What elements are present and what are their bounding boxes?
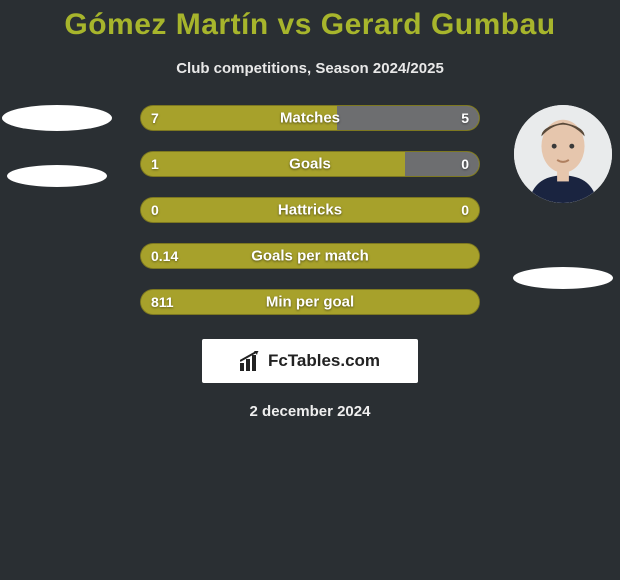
fctables-logo[interactable]: FcTables.com <box>202 339 418 383</box>
stat-value-left: 0.14 <box>151 248 178 264</box>
logo-text: FcTables.com <box>268 351 380 371</box>
stat-bar-left <box>141 244 479 268</box>
subtitle: Club competitions, Season 2024/2025 <box>0 60 620 77</box>
stat-value-left: 0 <box>151 202 159 218</box>
stat-value-right: 0 <box>461 156 469 172</box>
stat-bar-left <box>141 152 405 176</box>
stat-value-right: 0 <box>461 202 469 218</box>
stat-bar-left <box>141 106 337 130</box>
stat-row: Hattricks00 <box>140 197 480 223</box>
stat-row: Min per goal811 <box>140 289 480 315</box>
player-right-shadow <box>513 267 613 289</box>
stat-bar-left <box>141 198 479 222</box>
stat-row: Goals per match0.14 <box>140 243 480 269</box>
player-left-shadow <box>7 165 107 187</box>
player-left-avatar <box>2 105 112 131</box>
page-title: Gómez Martín vs Gerard Gumbau <box>0 8 620 42</box>
stat-value-left: 811 <box>151 294 174 310</box>
date-text: 2 december 2024 <box>0 403 620 420</box>
player-right-avatar <box>514 105 612 203</box>
stat-bar-right <box>337 106 479 130</box>
player-photo-icon <box>514 105 612 203</box>
stat-value-left: 1 <box>151 156 159 172</box>
stat-row: Matches75 <box>140 105 480 131</box>
player-left-column <box>2 105 112 187</box>
stat-bar-left <box>141 290 479 314</box>
stats-bars: Matches75Goals10Hattricks00Goals per mat… <box>140 105 480 315</box>
stat-value-right: 5 <box>461 110 469 126</box>
stat-row: Goals10 <box>140 151 480 177</box>
player-right-column <box>508 105 618 289</box>
stat-value-left: 7 <box>151 110 159 126</box>
bar-chart-icon <box>240 351 262 371</box>
